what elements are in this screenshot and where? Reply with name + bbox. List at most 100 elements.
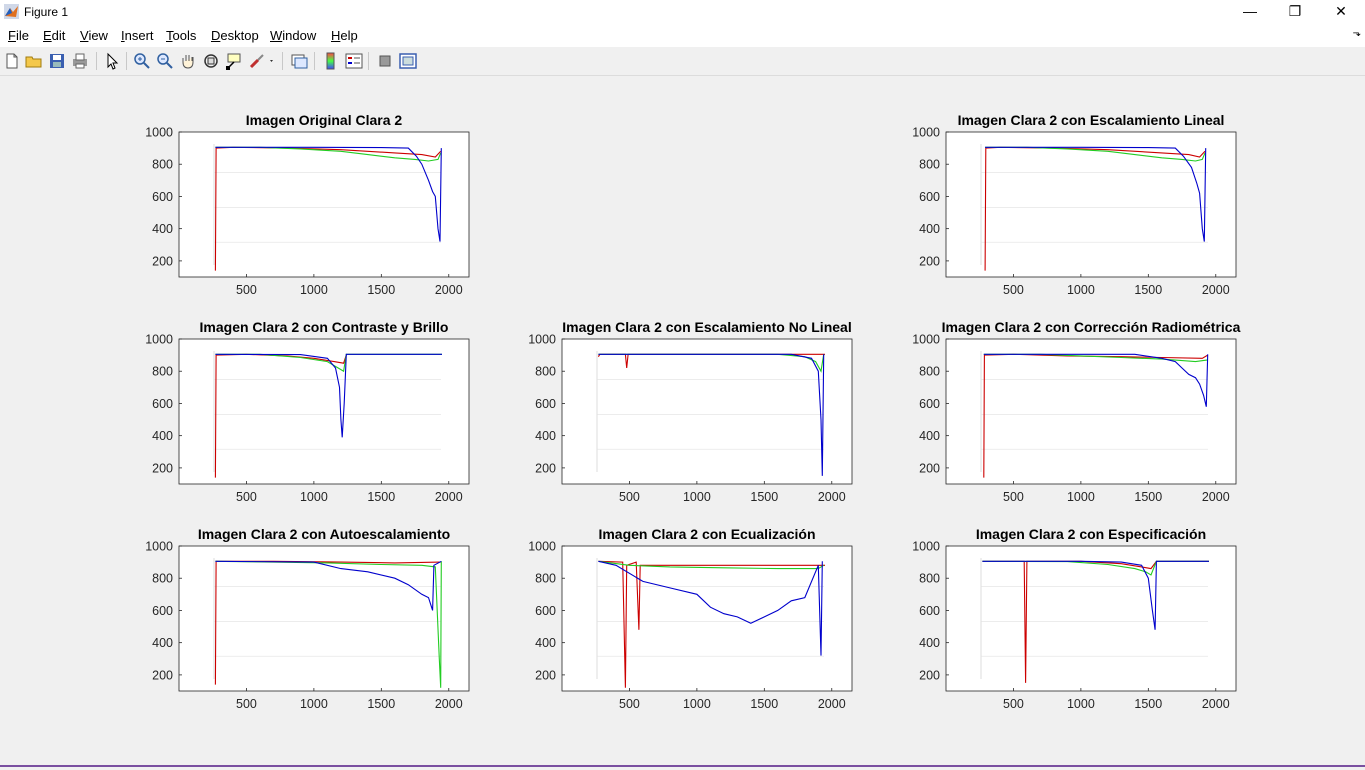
x-tick-label: 500 [619, 490, 640, 504]
x-tick-label: 2000 [1202, 283, 1230, 297]
close-button[interactable]: ✕ [1335, 3, 1347, 19]
x-tick-label: 2000 [818, 697, 846, 711]
y-tick-label: 400 [535, 429, 556, 443]
zoom-in-icon[interactable] [132, 51, 152, 71]
y-tick-label: 800 [152, 365, 173, 379]
menu-bar: File Edit View Insert Tools Desktop Wind… [0, 24, 1365, 47]
subplot-3[interactable]: Imagen Clara 2 con Escalamiento Lineal 50… [912, 112, 1237, 297]
brush-icon[interactable] [248, 51, 276, 71]
axes-box[interactable] [945, 338, 1237, 485]
y-tick-label: 1000 [912, 126, 940, 140]
subplot-1[interactable]: Imagen Original Clara 2 500 1000 1500 2000 20… [145, 112, 470, 297]
menu-help[interactable]: Help [331, 28, 358, 43]
subplot-title: Imagen Clara 2 con Autoescalamiento [198, 526, 450, 542]
subplot-5[interactable]: Imagen Clara 2 con Escalamiento No Linea… [528, 319, 853, 504]
y-tick-label: 600 [535, 604, 556, 618]
new-figure-icon[interactable] [2, 51, 22, 71]
pan-icon[interactable] [178, 51, 198, 71]
hide-plot-tools-icon[interactable] [375, 51, 395, 71]
y-tick-label: 200 [919, 461, 940, 475]
subplot-8[interactable]: Imagen Clara 2 con Ecualización 500 1000 15… [528, 526, 853, 711]
subplot-title: Imagen Clara 2 con Escalamiento Lineal [958, 112, 1225, 128]
y-tick-label: 600 [919, 190, 940, 204]
y-tick-label: 600 [919, 604, 940, 618]
x-tick-label: 1000 [1067, 697, 1095, 711]
series-line-green [982, 560, 1209, 576]
series-line-blue [983, 353, 1209, 407]
series-line-red [982, 560, 1209, 683]
x-tick-label: 2000 [818, 490, 846, 504]
subplot-6[interactable]: Imagen Clara 2 con Corrección Radiométri… [912, 319, 1240, 504]
x-tick-label: 1500 [367, 283, 395, 297]
axes-box[interactable] [178, 131, 470, 278]
series-line-green [985, 146, 1206, 162]
subplot-4[interactable]: Imagen Clara 2 con Contraste y Brillo 500… [145, 319, 470, 504]
menu-view[interactable]: View [80, 28, 108, 43]
x-tick-label: 1500 [1134, 697, 1162, 711]
series-line-blue [215, 146, 442, 242]
legend-icon[interactable] [344, 51, 364, 71]
menu-tools[interactable]: Tools [166, 28, 197, 43]
minimize-button[interactable]: — [1243, 3, 1257, 19]
zoom-out-icon[interactable] [155, 51, 175, 71]
menu-file[interactable]: File [8, 28, 29, 43]
y-tick-label: 400 [919, 222, 940, 236]
subplot-7[interactable]: Imagen Clara 2 con Autoescalamiento 500 10… [145, 526, 470, 711]
y-tick-label: 800 [535, 572, 556, 586]
subplot-title: Imagen Clara 2 con Ecualización [598, 526, 815, 542]
y-tick-label: 1000 [145, 333, 173, 347]
axes-box[interactable] [561, 338, 853, 485]
x-tick-label: 1500 [367, 697, 395, 711]
rotate-3d-icon[interactable] [201, 51, 221, 71]
series-line-blue [985, 146, 1207, 242]
y-tick-label: 200 [152, 254, 173, 268]
y-tick-label: 800 [919, 572, 940, 586]
axes-box[interactable] [945, 131, 1237, 278]
y-tick-label: 200 [919, 254, 940, 268]
x-tick-label: 2000 [435, 490, 463, 504]
link-plot-icon[interactable] [289, 51, 309, 71]
y-tick-label: 800 [152, 572, 173, 586]
print-icon[interactable] [70, 51, 90, 71]
show-plot-tools-icon[interactable] [398, 51, 418, 71]
y-tick-label: 1000 [145, 540, 173, 554]
matlab-logo-icon [4, 4, 19, 19]
x-tick-label: 500 [1003, 697, 1024, 711]
x-tick-label: 500 [1003, 490, 1024, 504]
open-file-icon[interactable] [24, 51, 44, 71]
menu-edit[interactable]: Edit [43, 28, 66, 43]
x-tick-label: 500 [236, 283, 257, 297]
x-tick-label: 1000 [1067, 490, 1095, 504]
x-tick-label: 2000 [435, 697, 463, 711]
x-tick-label: 1000 [683, 697, 711, 711]
subplot-grid: Imagen Original Clara 2 500 1000 1500 2000 20… [145, 112, 1240, 711]
dock-arrow-icon[interactable]: ⬎ [1352, 28, 1361, 39]
y-tick-label: 800 [535, 365, 556, 379]
x-tick-label: 1000 [683, 490, 711, 504]
axes-box[interactable] [945, 545, 1237, 692]
x-tick-label: 1500 [1134, 283, 1162, 297]
restore-button[interactable]: ❐ [1288, 3, 1302, 19]
edit-plot-icon[interactable] [102, 51, 122, 71]
y-tick-label: 400 [152, 222, 173, 236]
colorbar-icon[interactable] [321, 51, 341, 71]
x-tick-label: 2000 [1202, 490, 1230, 504]
x-tick-label: 500 [619, 697, 640, 711]
menu-desktop[interactable]: Desktop [211, 28, 259, 43]
y-tick-label: 200 [535, 461, 556, 475]
menu-window[interactable]: Window [270, 28, 317, 43]
x-tick-label: 1000 [300, 697, 328, 711]
y-tick-label: 400 [152, 636, 173, 650]
series-line-blue [598, 353, 825, 476]
axes-box[interactable] [178, 545, 470, 692]
subplot-title: Imagen Clara 2 con Especificación [976, 526, 1206, 542]
data-cursor-icon[interactable] [224, 51, 244, 71]
axes-box[interactable] [178, 338, 470, 485]
menu-insert[interactable]: Insert [121, 28, 154, 43]
save-icon[interactable] [47, 51, 67, 71]
y-tick-label: 1000 [528, 540, 556, 554]
x-tick-label: 1500 [1134, 490, 1162, 504]
axes-box[interactable] [561, 545, 853, 692]
subplot-9[interactable]: Imagen Clara 2 con Especificación 500 1000… [912, 526, 1237, 711]
x-tick-label: 2000 [435, 283, 463, 297]
